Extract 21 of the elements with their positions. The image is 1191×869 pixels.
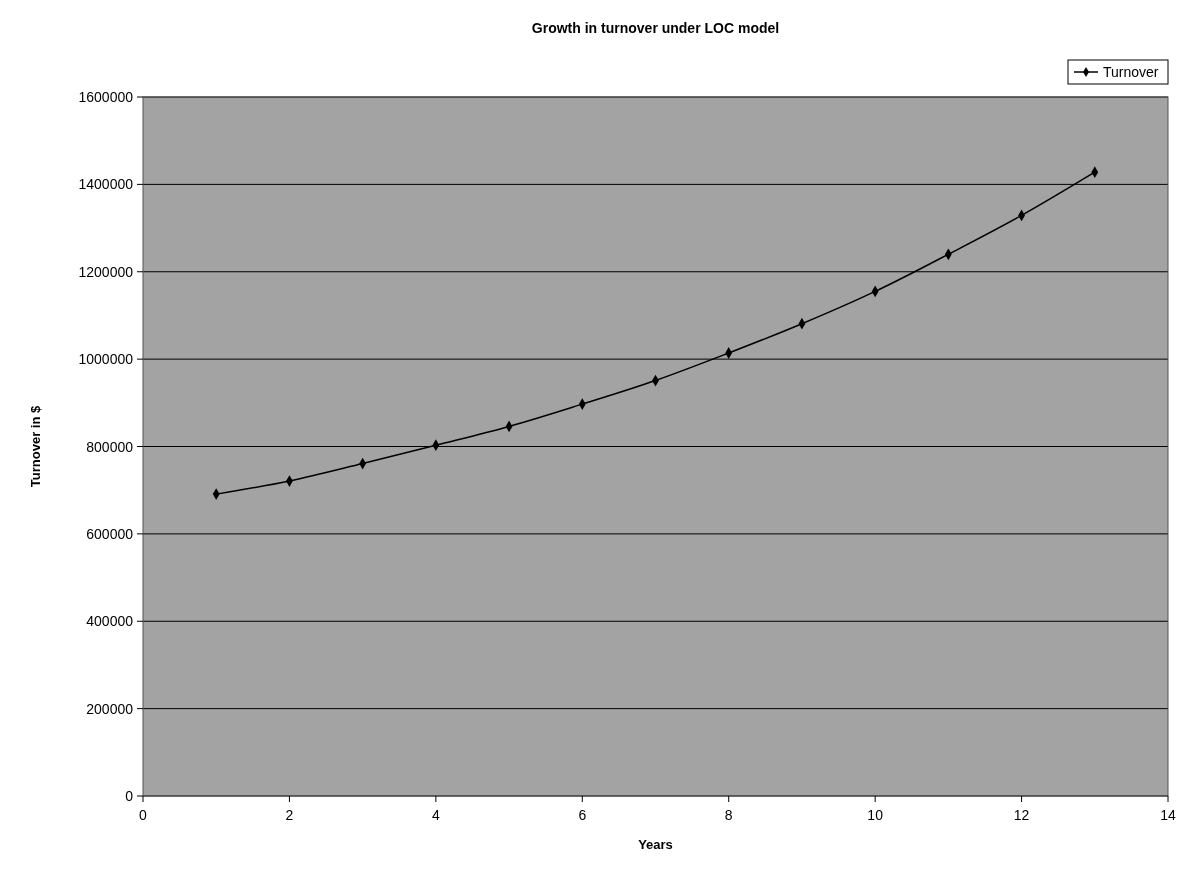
x-tick-label: 4 xyxy=(431,807,440,823)
y-tick-label: 1600000 xyxy=(78,89,134,105)
y-tick-label: 400000 xyxy=(86,613,134,630)
x-tick-label: 10 xyxy=(867,807,884,823)
x-tick-label: 0 xyxy=(139,807,148,823)
legend-label: Turnover xyxy=(1103,64,1159,80)
x-axis-title: Years xyxy=(638,837,673,852)
y-tick-label: 0 xyxy=(125,788,134,804)
x-tick-label: 12 xyxy=(1013,807,1030,823)
y-tick-label: 600000 xyxy=(86,525,134,542)
x-tick-label: 6 xyxy=(578,807,587,823)
x-tick-label: 2 xyxy=(285,807,294,823)
y-tick-label: 200000 xyxy=(86,700,134,717)
x-tick-label: 14 xyxy=(1160,807,1176,823)
x-tick-label: 8 xyxy=(724,807,733,823)
y-tick-label: 1200000 xyxy=(78,263,134,280)
y-tick-label: 1000000 xyxy=(78,351,134,368)
chart-title: Growth in turnover under LOC model xyxy=(531,20,780,36)
y-axis-title: Turnover in $ xyxy=(28,405,43,488)
y-tick-label: 800000 xyxy=(86,438,134,455)
y-tick-label: 1400000 xyxy=(78,176,134,193)
